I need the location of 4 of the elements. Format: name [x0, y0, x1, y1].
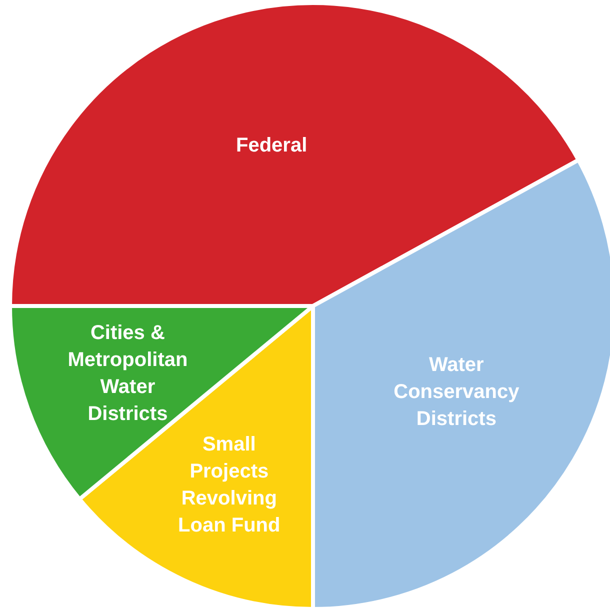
slice-label: Small Projects Revolving Loan Fund: [178, 434, 280, 537]
slice-label: Water Conservancy Districts: [394, 354, 520, 430]
slice-label: Federal: [236, 134, 308, 157]
slice-label: Cities & Metropolitan Water Districts: [68, 322, 188, 426]
